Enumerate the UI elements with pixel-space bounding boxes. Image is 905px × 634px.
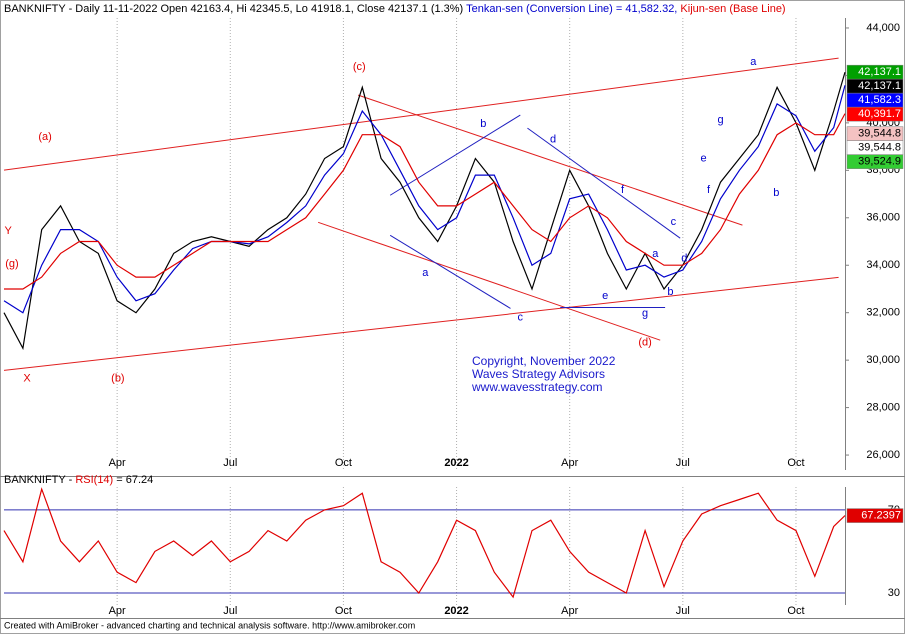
price-tag-label: 67.2397 [861,509,901,521]
price-tag [846,508,904,523]
wave-label: (d) [638,336,651,348]
price-tag-label: 42,137.1 [858,80,901,92]
wave-label: e [602,290,608,302]
x-tick-label: Oct [335,457,352,469]
y-tick-label: 30,000 [866,354,900,366]
x-tick-label: Jul [223,457,237,469]
y-tick-label: 26,000 [866,449,900,461]
series-line [3,72,846,351]
y-tick-label: 28,000 [866,402,900,414]
x-tick-label: Apr [561,457,578,469]
wave-label: e [701,152,707,164]
y-tick-label: 36,000 [866,212,900,224]
trendline [3,57,839,171]
price-tag [846,154,904,169]
wave-label: a [422,267,429,279]
y-tick-label: 44,000 [866,22,900,34]
wave-label: (a) [38,131,51,143]
x-tick-label: 2022 [444,457,468,469]
wave-label: g [642,307,648,319]
x-tick-label: Oct [787,605,804,617]
price-tag-label: 41,582.3 [858,94,901,106]
copyright: Copyright, November 2022 [472,354,616,368]
panel-title: BANKNIFTY - Daily 11-11-2022 Open 42163.… [4,3,786,15]
wave-label: f [707,184,711,196]
x-tick-label: Oct [787,457,804,469]
trendline [389,234,511,309]
title-part: BANKNIFTY - [4,474,75,486]
wave-label: (g) [5,258,18,270]
wave-label: (c) [353,61,366,73]
wave-label: X [23,372,31,384]
x-tick-label: Apr [109,605,126,617]
trendline [357,94,743,226]
price-tag [846,106,904,122]
footer: Created with AmiBroker - advanced charti… [4,620,415,630]
wave-label: c [671,216,677,228]
wave-label: b [773,187,779,199]
series-line [3,487,846,599]
y-tick-label: 34,000 [866,259,900,271]
y-tick-label: 32,000 [866,307,900,319]
title-part: = 67.24 [113,474,153,486]
copyright: www.wavesstrategy.com [471,380,602,394]
price-tag-label: 42,137.1 [858,66,901,78]
title-part: BANKNIFTY - Daily 11-11-2022 Open 42163.… [4,3,466,15]
wave-label: a [652,248,659,260]
trendline [389,114,521,196]
wave-label: f [621,184,625,196]
title-part: RSI(14) [75,474,113,486]
wave-label: b [480,118,486,130]
y-tick-label: 30 [888,587,900,599]
price-tag-label: 39,524.9 [858,156,901,168]
wave-label: g [717,114,723,126]
x-tick-label: Jul [223,605,237,617]
x-tick-label: Apr [109,457,126,469]
copyright: Waves Strategy Advisors [472,367,605,381]
trendline [3,276,839,371]
trendline [527,127,681,239]
wave-label: Y [4,225,12,237]
panel-title: BANKNIFTY - RSI(14) = 67.24 [4,474,153,486]
trendline [317,221,661,341]
price-tag-label: 39,544.8 [858,142,901,154]
x-tick-label: Oct [335,605,352,617]
wave-label: c [518,311,524,323]
wave-label: b [667,286,673,298]
wave-label: (b) [111,372,124,384]
wave-label: a [750,56,757,68]
series-line [3,85,846,314]
x-tick-label: Jul [676,457,690,469]
price-tag-label: 40,391.7 [858,108,901,120]
series-line [4,113,846,290]
wave-label: d [681,252,687,264]
x-tick-label: 2022 [444,605,468,617]
price-tag-label: 39,544.8 [858,128,901,140]
x-tick-label: Jul [676,605,690,617]
x-tick-label: Apr [561,605,578,617]
title-part: Tenkan-sen (Conversion Line) = 41,582.32… [466,3,677,15]
wave-label: d [550,133,556,145]
title-part: Kijun-sen (Base Line) [677,3,785,15]
